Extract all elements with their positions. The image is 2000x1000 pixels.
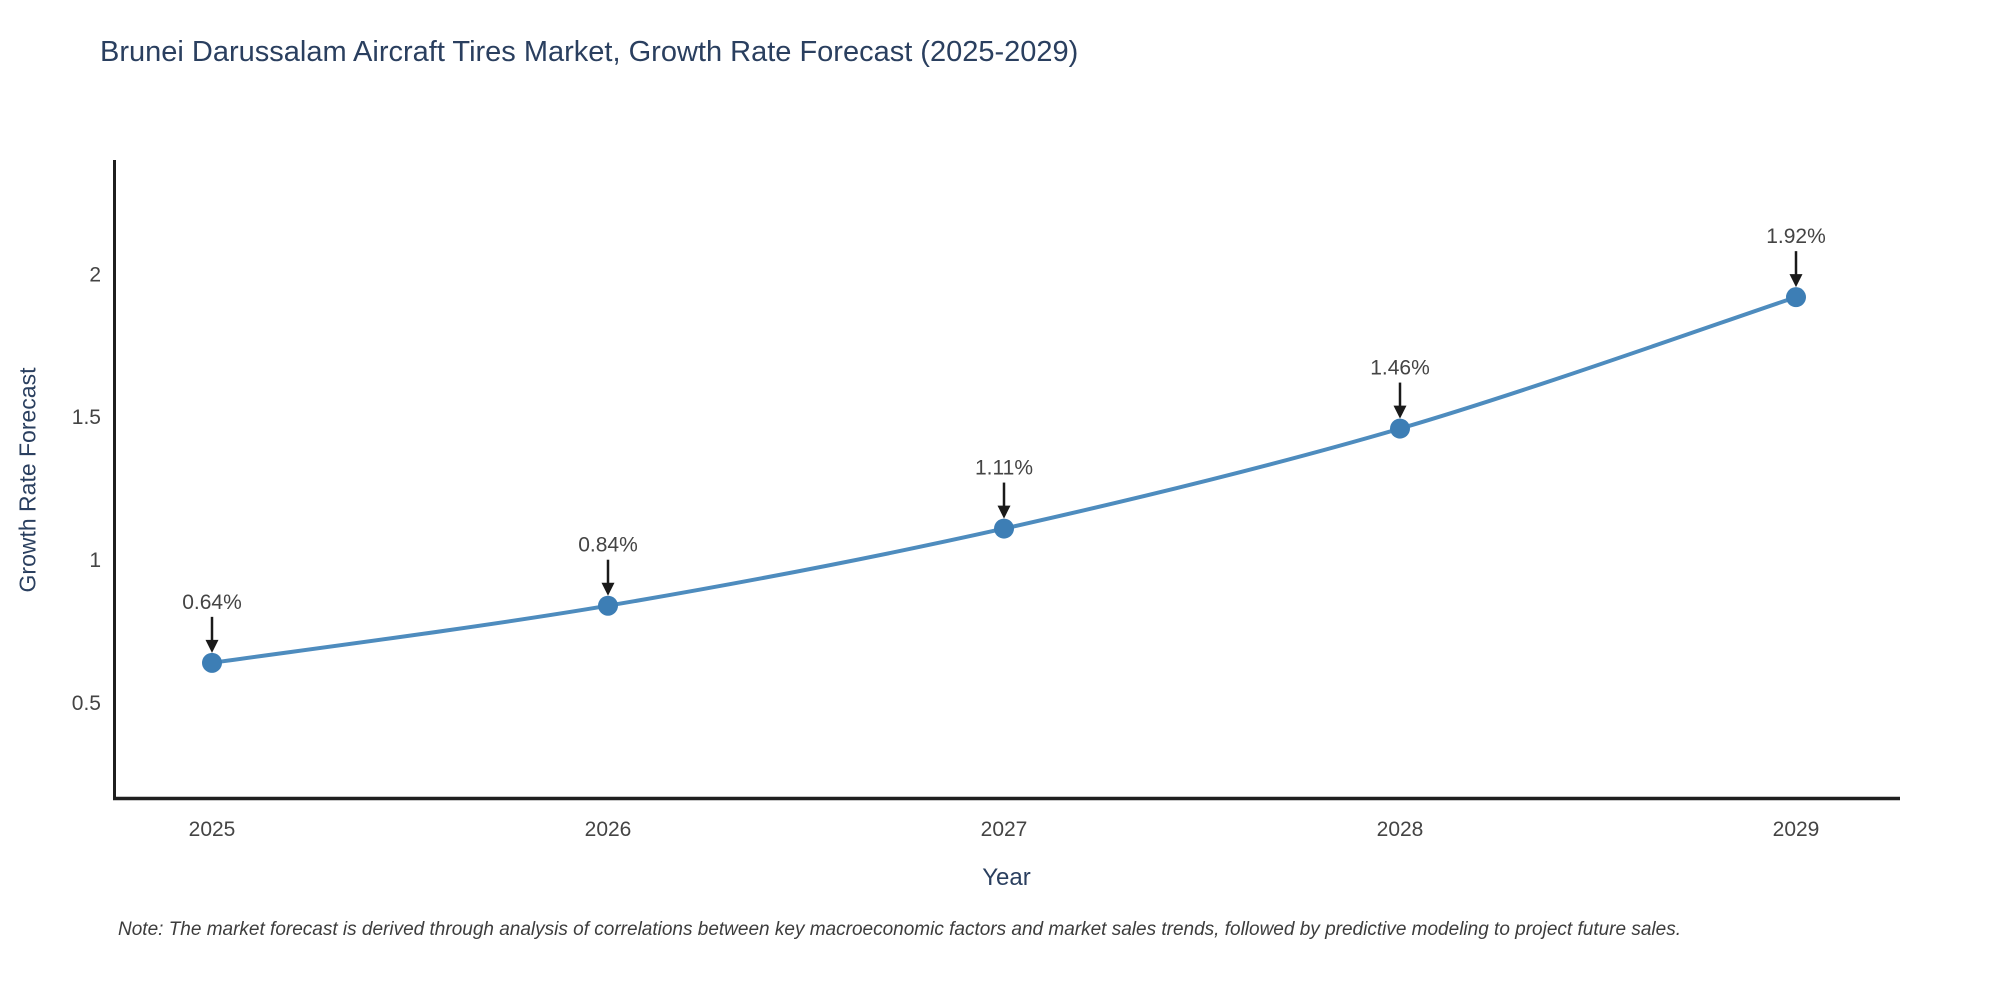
x-tick-label: 2028 [1377, 818, 1424, 841]
x-axis-title: Year [982, 864, 1031, 891]
y-tick-label: 1.5 [72, 406, 101, 429]
chart-footnote: Note: The market forecast is derived thr… [118, 919, 1681, 940]
x-tick-label: 2025 [189, 818, 236, 841]
annotation-arrowhead-icon [205, 639, 219, 653]
annotation-arrowhead-icon [997, 505, 1011, 519]
x-tick-label: 2026 [585, 818, 632, 841]
data-point-marker [1786, 287, 1806, 308]
data-point-marker [202, 652, 222, 673]
data-point-marker [1390, 418, 1410, 439]
series-line [210, 295, 1798, 665]
data-point-marker [598, 595, 618, 616]
x-tick-label: 2027 [981, 818, 1028, 841]
y-axis-title: Growth Rate Forecast [14, 367, 41, 593]
data-point-label: 1.46% [1370, 357, 1430, 380]
y-tick-label: 0.5 [72, 692, 101, 715]
annotation-arrowhead-icon [601, 582, 615, 596]
annotation-arrowhead-icon [1393, 405, 1407, 419]
data-point-label: 0.64% [182, 591, 242, 614]
y-tick-label: 1 [89, 549, 101, 572]
data-point-label: 1.11% [975, 457, 1033, 480]
data-point-marker [994, 518, 1014, 539]
x-tick-label: 2029 [1773, 818, 1820, 841]
data-point-label: 1.92% [1766, 225, 1826, 248]
data-point-label: 0.84% [578, 534, 638, 557]
annotation-arrowhead-icon [1789, 274, 1803, 288]
y-tick-label: 2 [89, 263, 101, 286]
chart-title: Brunei Darussalam Aircraft Tires Market,… [100, 36, 1079, 68]
